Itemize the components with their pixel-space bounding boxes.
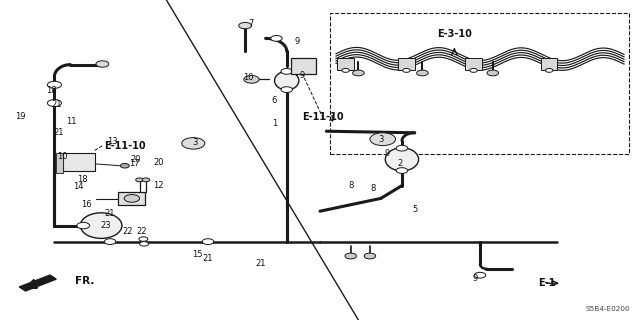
Text: 8: 8 [348,181,353,190]
Circle shape [124,195,140,202]
Text: 23: 23 [100,221,111,230]
Circle shape [142,178,150,182]
Circle shape [77,222,90,229]
Circle shape [136,178,143,182]
Ellipse shape [385,148,419,171]
Text: 9: 9 [385,149,390,158]
Text: 19: 19 [15,112,26,121]
Circle shape [96,61,109,67]
Circle shape [182,138,205,149]
Text: FR.: FR. [75,276,94,286]
Circle shape [47,81,61,88]
Bar [118,192,145,205]
Text: 21: 21 [256,259,266,268]
Text: S5B4-E0200: S5B4-E0200 [586,306,630,312]
Circle shape [342,68,349,72]
Text: 18: 18 [46,86,56,95]
Bar [398,58,415,70]
Bar [337,58,354,70]
Text: 21: 21 [105,209,115,218]
Circle shape [345,253,356,259]
Circle shape [396,168,408,173]
Text: 21: 21 [54,128,64,137]
Circle shape [244,76,259,83]
Text: 21: 21 [51,100,61,109]
Text: 22: 22 [137,227,147,236]
Text: 2: 2 [397,159,403,168]
FancyArrow shape [19,275,56,291]
Text: 3: 3 [193,138,198,147]
Circle shape [417,70,428,76]
Text: 1: 1 [273,119,278,128]
Text: 20: 20 [154,158,164,167]
Bar [56,153,63,173]
Text: 17: 17 [129,159,140,168]
Bar [541,58,557,70]
Text: 15: 15 [192,250,202,259]
Text: 11: 11 [67,117,77,126]
Text: 22: 22 [123,227,133,236]
Text: 5: 5 [412,205,417,214]
Text: 16: 16 [81,200,92,209]
Text: 10: 10 [243,73,253,82]
Text: E-11-10: E-11-10 [104,140,146,151]
Text: E-11-10: E-11-10 [302,112,344,122]
Text: 9: 9 [300,71,305,80]
Circle shape [139,237,148,241]
Text: 18: 18 [77,175,87,184]
Text: 9: 9 [472,274,477,283]
Circle shape [403,68,410,72]
Bar [465,58,482,70]
Text: 8: 8 [371,184,376,193]
Circle shape [104,239,116,244]
Text: 4: 4 [328,116,333,124]
Circle shape [47,100,61,107]
Ellipse shape [275,71,299,90]
Circle shape [202,239,214,244]
Circle shape [239,22,252,29]
Text: 14: 14 [73,182,83,191]
Circle shape [470,68,477,72]
Bar [63,153,95,171]
Ellipse shape [81,213,122,238]
Text: 10: 10 [58,152,68,161]
Circle shape [281,87,292,92]
Circle shape [370,133,396,146]
Text: 13: 13 [107,137,117,146]
Text: E-3-10: E-3-10 [437,28,472,39]
Text: 21: 21 [203,254,213,263]
Text: 12: 12 [154,181,164,190]
Circle shape [396,145,408,151]
Circle shape [271,36,282,41]
Bar [291,58,316,74]
Text: 3: 3 [378,135,383,144]
Circle shape [474,272,486,278]
Text: 6: 6 [271,96,276,105]
Text: 9: 9 [295,37,300,46]
Text: 7: 7 [248,20,253,28]
Circle shape [353,70,364,76]
Circle shape [364,253,376,259]
Text: 20: 20 [131,155,141,164]
Circle shape [487,70,499,76]
Bar [330,13,629,154]
Circle shape [120,164,129,168]
Circle shape [281,68,292,74]
Circle shape [545,68,553,72]
Circle shape [140,242,148,246]
Text: E-1: E-1 [538,278,556,288]
